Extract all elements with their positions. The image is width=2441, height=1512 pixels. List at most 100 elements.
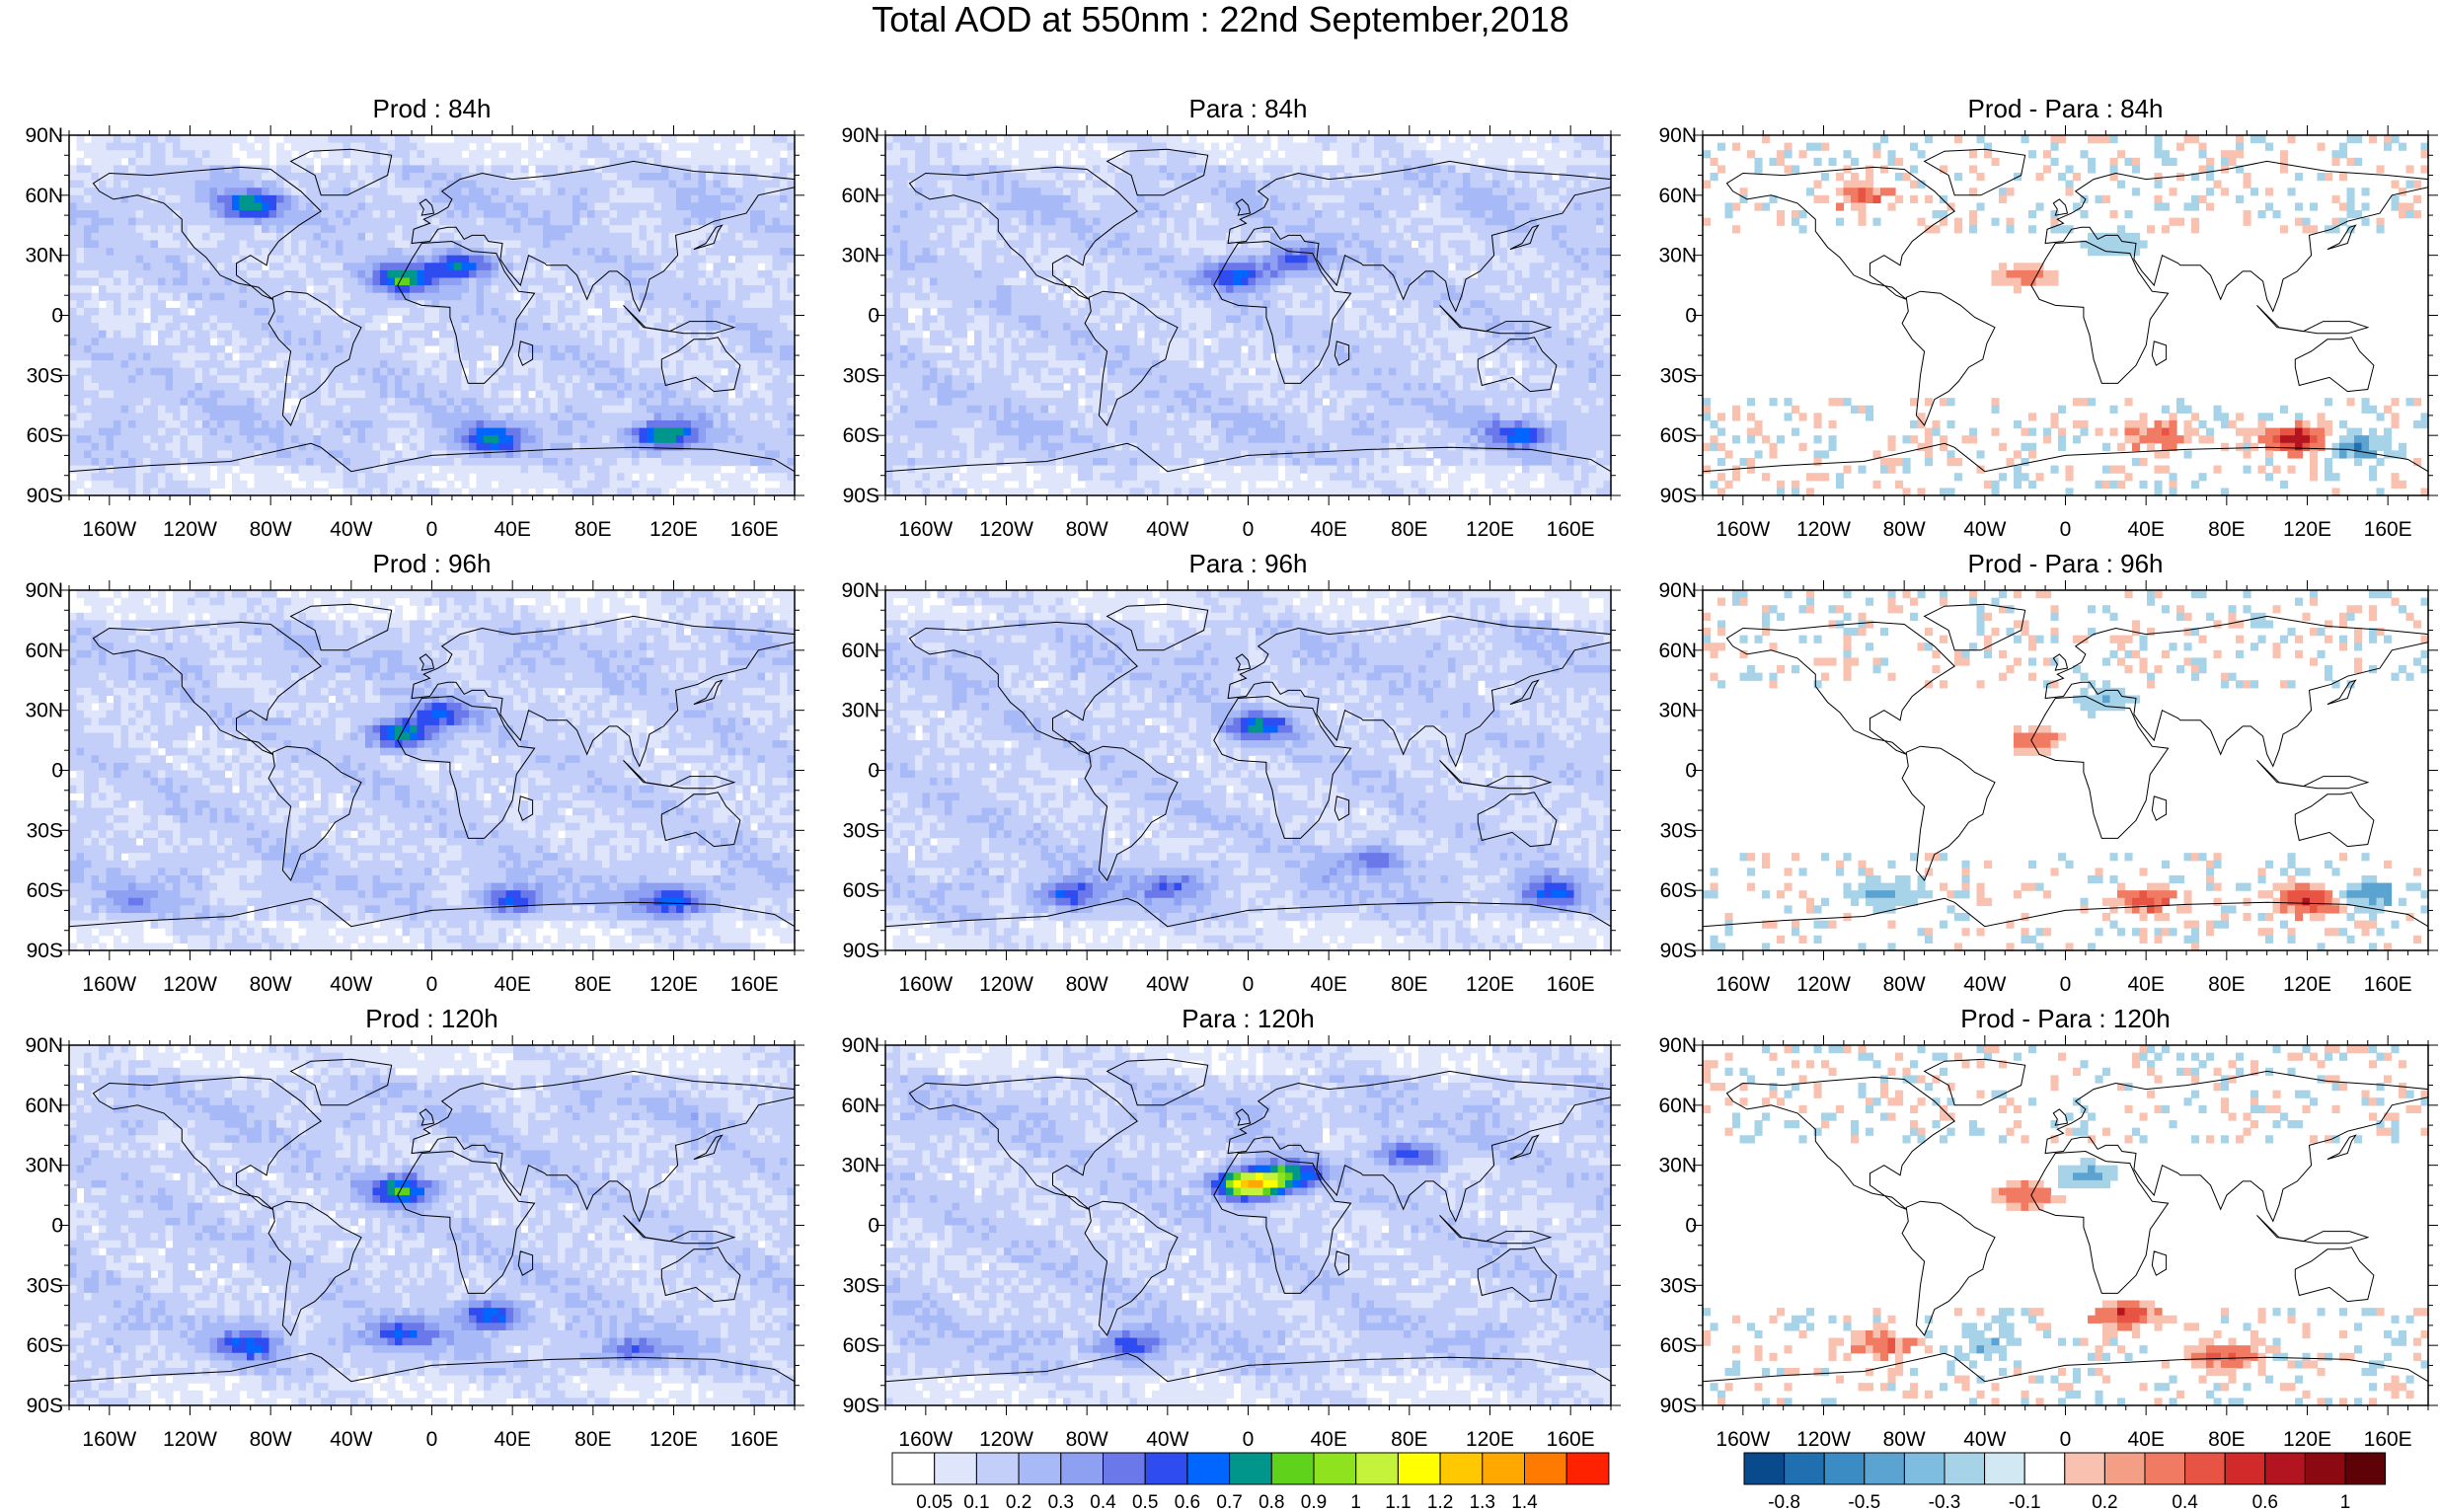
field-cell [454,263,462,270]
field-cell [350,135,358,143]
field-cell [536,391,544,399]
field-cell [247,165,255,173]
field-cell [373,413,381,420]
field-cell [454,391,462,399]
field-cell [291,195,299,203]
field-cell [143,300,151,308]
field-cell [617,277,625,285]
field-cell [195,285,203,293]
field-cell [143,150,151,158]
field-cell [750,360,758,368]
field-cell [321,277,329,285]
field-cell [92,293,100,301]
field-cell [477,345,485,353]
field-cell [269,375,277,383]
field-cell [743,428,751,436]
field-cell [128,181,136,189]
field-cell [173,263,181,270]
field-cell [721,202,728,210]
field-cell [454,225,462,233]
field-cell [291,391,299,399]
field-cell [610,285,618,293]
field-cell [136,165,144,173]
field-cell [1285,135,1293,143]
field-cell [543,293,551,301]
field-cell [336,256,343,264]
field-cell [291,458,299,466]
field-cell [528,435,536,443]
field-cell [350,398,358,406]
field-cell [225,323,233,331]
field-cell [625,143,633,151]
field-cell [632,225,640,233]
field-cell [572,308,580,316]
field-cell [195,338,203,345]
field-cell [84,225,92,233]
field-cell [210,173,218,181]
field-cell [661,435,669,443]
field-cell [210,375,218,383]
field-cell [513,240,521,248]
field-cell [173,466,181,474]
field-cell [247,406,255,414]
field-cell [217,195,225,203]
field-cell [210,285,218,293]
field-cell [758,181,766,189]
field-cell [506,158,514,166]
field-cell [462,181,470,189]
field-cell [136,443,144,451]
field-cell [99,323,107,331]
field-cell [691,331,699,339]
field-cell [691,181,699,189]
field-cell [477,181,485,189]
field-cell [938,143,946,151]
field-cell [181,300,189,308]
field-cell [1337,143,1345,151]
field-cell [403,218,411,226]
field-cell [477,150,485,158]
field-cell [669,308,677,316]
field-cell [773,316,781,324]
field-cell [432,308,440,316]
field-cell [484,277,492,285]
field-cell [640,375,648,383]
field-cell [750,345,758,353]
field-cell [462,188,470,195]
field-cell [477,256,485,264]
field-cell [107,360,114,368]
field-cell [365,391,373,399]
field-cell [543,248,551,256]
field-cell [676,188,684,195]
field-cell [173,308,181,316]
field-cell [714,256,722,264]
field-cell [343,420,351,428]
field-cell [255,210,263,218]
field-cell [77,428,85,436]
field-cell [492,331,499,339]
field-cell [299,263,307,270]
field-cell [477,210,485,218]
field-cell [617,308,625,316]
field-cell [143,375,151,383]
field-cell [432,195,440,203]
field-cell [595,316,603,324]
field-cell [595,345,603,353]
field-cell [284,316,292,324]
field-cell [765,331,773,339]
field-cell [640,428,648,436]
field-cell [521,481,529,489]
field-cell [462,277,470,285]
field-cell [513,150,521,158]
field-cell [365,420,373,428]
field-cell [536,225,544,233]
field-cell [699,173,707,181]
field-cell [528,323,536,331]
field-cell [721,353,728,361]
y-tick-label: 60S [27,424,63,447]
field-cell [358,248,366,256]
field-cell [706,202,714,210]
field-cell [676,435,684,443]
field-cell [1552,143,1560,151]
field-cell [602,413,610,420]
field-cell [714,248,722,256]
